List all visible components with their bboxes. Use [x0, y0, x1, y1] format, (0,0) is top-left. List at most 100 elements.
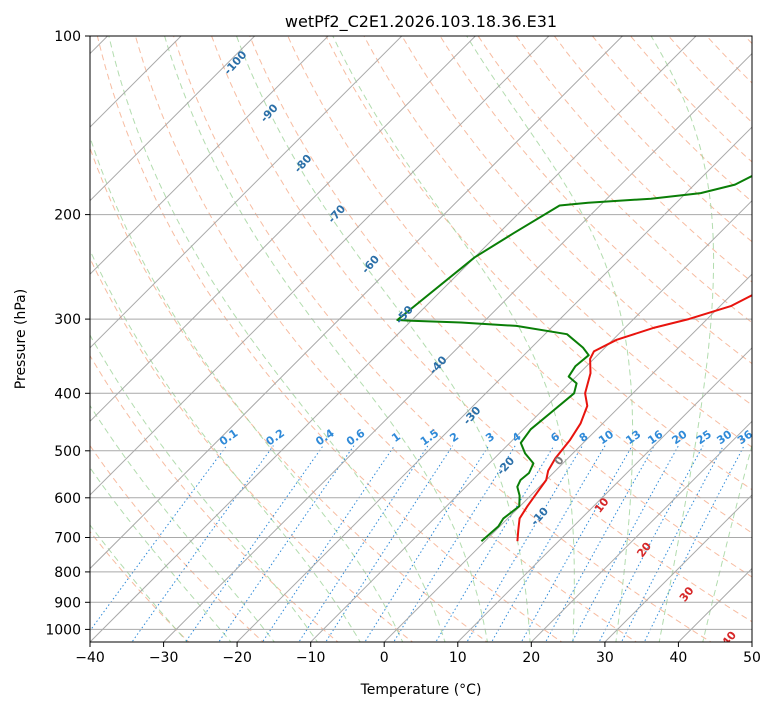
mixing-ratio-line: [621, 445, 724, 642]
y-tick-label: 1000: [45, 622, 81, 638]
moist-adiabat-line: [108, 36, 446, 642]
mixing-ratio-label: 13: [623, 428, 643, 447]
isotherm-line: [530, 420, 752, 642]
moist-adiabat-line: [90, 466, 232, 642]
y-axis-label: Pressure (hPa): [13, 289, 29, 389]
dry-adiabat-line: [591, 36, 752, 203]
x-tick-label: −30: [149, 650, 179, 666]
y-tick-label: 900: [54, 595, 81, 611]
moist-adiabat-label: 20: [634, 540, 654, 560]
x-axis-label: Temperature (°C): [360, 682, 482, 698]
mixing-ratio-label: 0.2: [264, 427, 287, 449]
dry-adiabat-line: [706, 36, 752, 84]
isotherm-line: [457, 347, 752, 642]
dewpoint-profile-line: [396, 174, 752, 542]
dry-adiabat-label: -90: [258, 101, 281, 125]
moist-adiabat-line: [650, 36, 715, 642]
y-tick-label: 800: [54, 565, 81, 581]
x-tick-label: 20: [522, 650, 540, 666]
mixing-ratio-label: 6: [548, 430, 562, 445]
mixing-ratio-label: 36: [735, 428, 755, 448]
reference-lines-layer: [90, 36, 752, 642]
dry-adiabat-line: [90, 444, 265, 642]
dry-adiabat-line: [287, 36, 752, 534]
dry-adiabat-line: [96, 36, 563, 642]
dry-adiabat-line: [325, 36, 752, 491]
x-tick-label: 40: [669, 650, 687, 666]
x-tick-label: 10: [449, 650, 467, 666]
mixing-ratio-line: [261, 445, 395, 642]
mixing-ratio-line: [598, 445, 704, 642]
x-tick-label: 0: [380, 650, 389, 666]
isotherm-line: [90, 36, 182, 128]
isotherm-line: [309, 199, 752, 642]
isotherm-line: [383, 273, 752, 642]
dry-adiabat-label: -80: [292, 152, 315, 176]
y-tick-label: 500: [54, 444, 81, 460]
isotherm-line: [604, 494, 752, 642]
x-tick-label: 30: [596, 650, 614, 666]
dry-adiabat-line: [439, 36, 752, 365]
isotherm-line: [677, 567, 752, 642]
mixing-ratio-line: [643, 445, 745, 642]
grid-layer: [90, 36, 752, 642]
dry-adiabat-line: [90, 257, 414, 642]
mixing-ratio-label: 30: [714, 428, 734, 448]
isotherm-line: [236, 126, 752, 642]
dry-adiabat-line: [173, 36, 712, 642]
mixing-ratio-label: 1: [389, 430, 403, 445]
y-tick-label: 600: [54, 491, 81, 507]
plot-frame: [89, 35, 753, 643]
x-tick-label: 50: [743, 650, 761, 666]
y-tick-label: 700: [54, 531, 81, 547]
series-layer: [396, 174, 752, 542]
moist-adiabat-line: [236, 36, 531, 642]
dry-adiabat-line: [553, 36, 752, 243]
mixing-ratio-label: 0.1: [217, 427, 240, 449]
isotherm-line: [90, 36, 550, 496]
isotherm-line: [90, 36, 329, 275]
dry-adiabat-label: -70: [325, 202, 348, 226]
mixing-ratio-line: [325, 445, 454, 642]
dry-adiabat-line: [211, 36, 752, 623]
moist-adiabat-line: [702, 443, 752, 642]
dry-adiabat-line: [90, 354, 339, 642]
dry-adiabat-line: [134, 36, 638, 642]
isotherm-line: [90, 36, 624, 570]
moist-adiabat-label: 30: [677, 584, 697, 604]
moist-adiabat-line: [332, 36, 575, 642]
mixing-ratio-line: [545, 445, 655, 642]
mixing-ratio-line: [90, 445, 228, 632]
dry-adiabat-label: -60: [359, 252, 382, 276]
isotherm-line: [751, 641, 752, 642]
mixing-ratio-label: 20: [669, 428, 689, 448]
dry-adiabat-label: -10: [528, 504, 551, 528]
isotherm-line: [162, 52, 752, 642]
mixing-ratio-line: [466, 445, 583, 642]
mixing-ratio-line: [520, 445, 633, 642]
mixing-ratio-label: 1.5: [418, 427, 441, 449]
x-tick-label: −40: [75, 650, 105, 666]
moist-adiabat-line: [466, 36, 634, 642]
mixing-ratio-line: [131, 445, 274, 642]
x-tick-label: −10: [296, 650, 326, 666]
x-tick-label: −20: [222, 650, 252, 666]
dry-adiabat-line: [744, 36, 752, 45]
dry-adiabat-line: [363, 36, 752, 448]
isotherm-line: [90, 36, 256, 202]
isotherm-line: [90, 36, 403, 349]
isotherm-line: [90, 36, 477, 423]
mixing-ratio-label: 16: [645, 428, 665, 448]
mixing-ratio-line: [298, 445, 429, 642]
dry-adiabat-label: -40: [427, 353, 450, 377]
y-tick-label: 100: [54, 29, 81, 45]
mixing-ratio-label: 10: [596, 428, 616, 448]
mixing-ratio-label: 2: [447, 430, 461, 445]
isotherm-line: [90, 36, 697, 642]
mixing-ratio-line: [185, 445, 324, 642]
mixing-ratio-label: 0.6: [344, 426, 368, 448]
axes-layer: −40 −30 −20 −10 0 10 20 30 40 5010020030040050060…: [45, 29, 761, 666]
moist-adiabat-label: 0: [552, 454, 567, 468]
temperature-profile-line: [516, 294, 752, 542]
